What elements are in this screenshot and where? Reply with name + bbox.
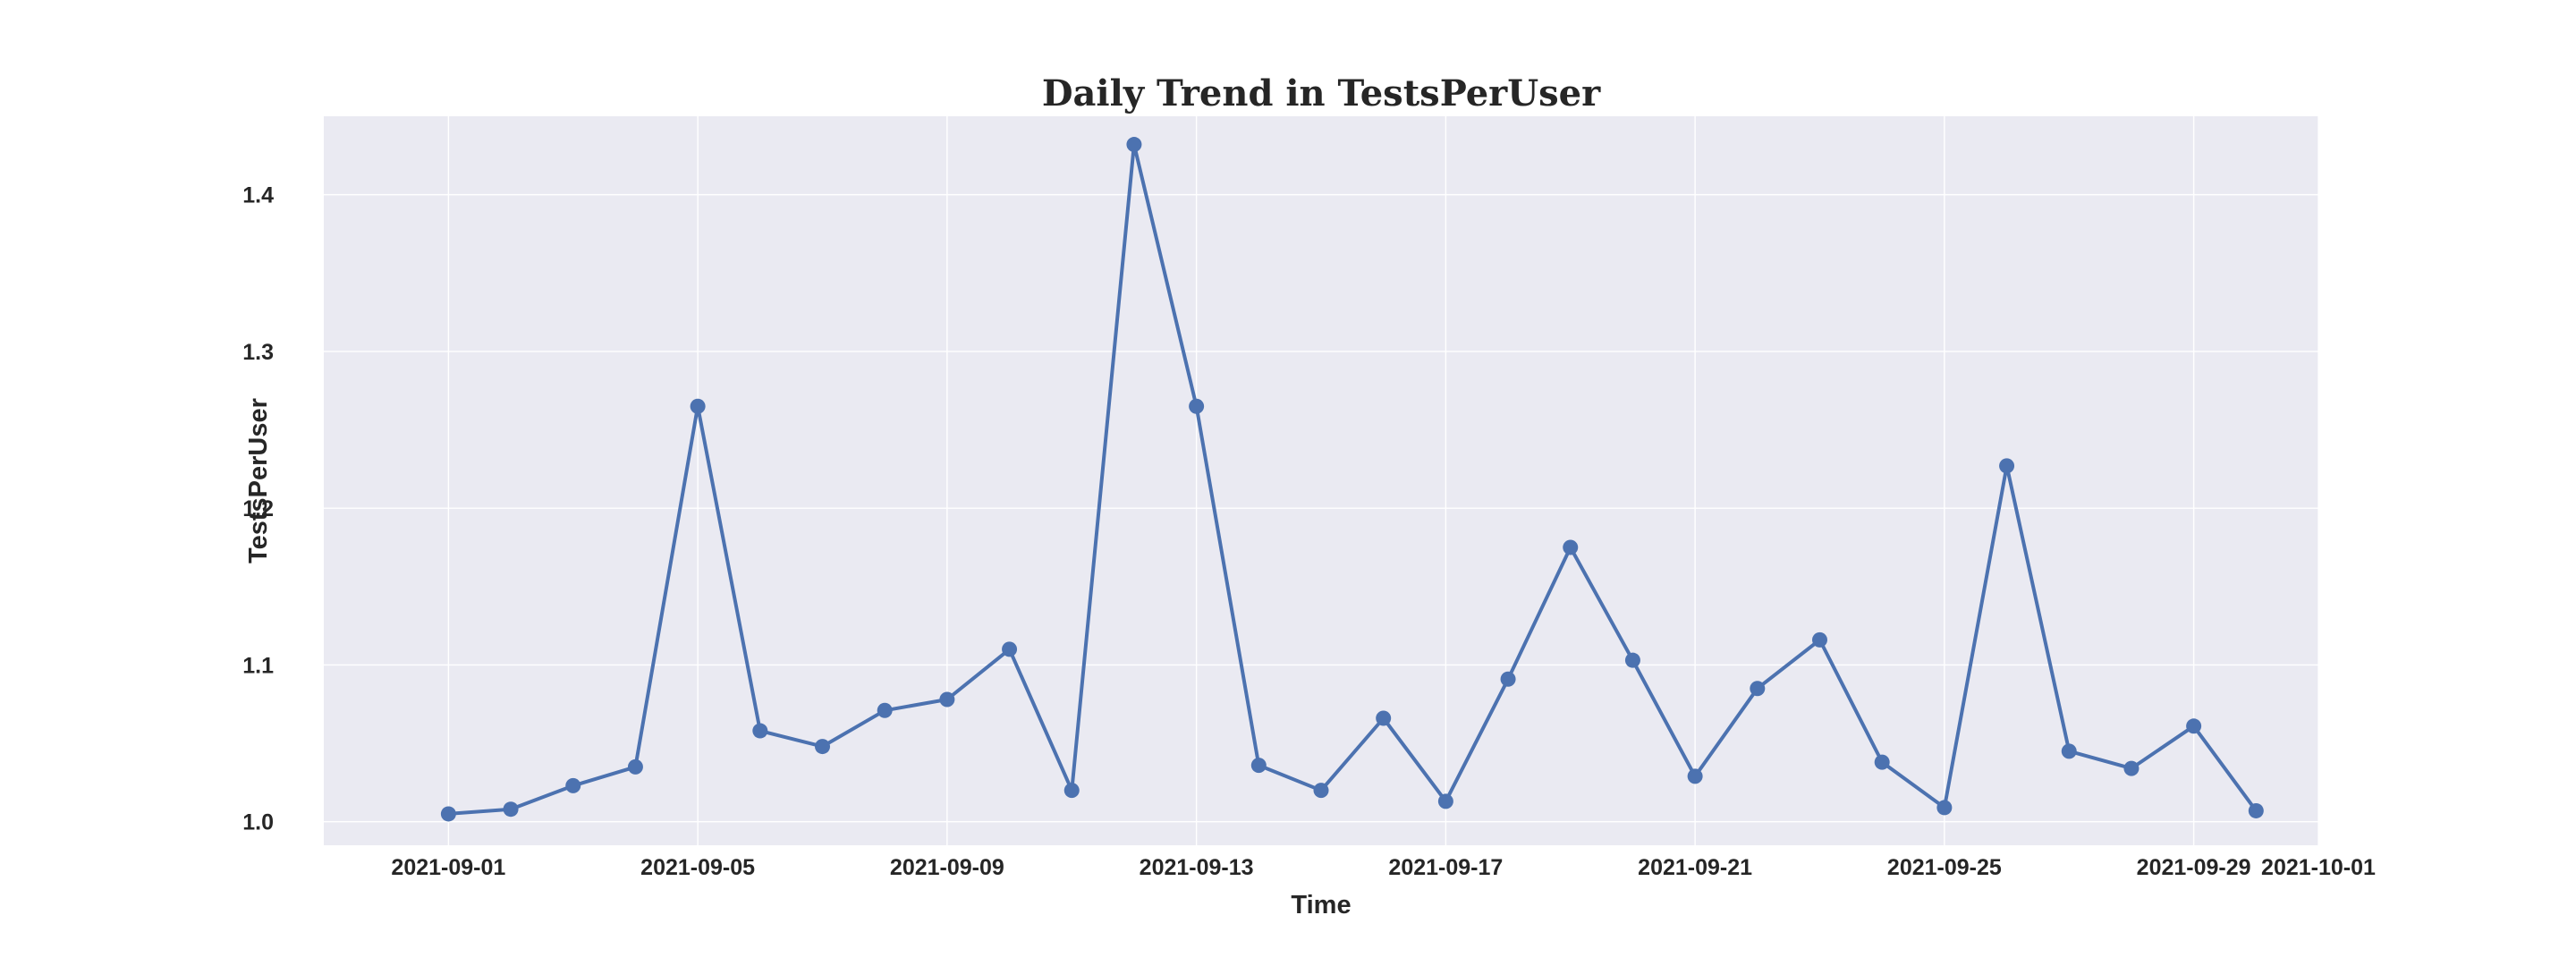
data-point bbox=[1812, 631, 1827, 648]
chart-title: Daily Trend in TestsPerUser bbox=[1042, 72, 1601, 114]
x-tick-label: 2021-09-01 bbox=[391, 855, 505, 880]
data-point bbox=[2123, 760, 2140, 776]
data-point bbox=[1313, 783, 1329, 799]
x-tick-label: 2021-09-25 bbox=[1887, 855, 2002, 880]
x-tick-label: 2021-09-13 bbox=[1140, 855, 1254, 880]
y-axis-label: TestsPerUser bbox=[244, 398, 273, 564]
data-point bbox=[1624, 652, 1640, 668]
data-point bbox=[2186, 718, 2202, 734]
data-point bbox=[1376, 710, 1392, 726]
x-tick-label: 2021-09-05 bbox=[640, 855, 755, 880]
data-point bbox=[2248, 802, 2264, 818]
data-point bbox=[877, 702, 893, 718]
x-axis-ticks: 2021-09-01 2021-09-05 2021-09-09 2021-09-13… bbox=[391, 855, 2376, 880]
data-point bbox=[1687, 768, 1703, 784]
data-point bbox=[1063, 783, 1080, 799]
data-point bbox=[939, 691, 955, 708]
data-point bbox=[627, 758, 643, 775]
y-tick-label: 1.2 bbox=[242, 496, 274, 521]
data-point bbox=[1563, 539, 1579, 555]
grid bbox=[324, 116, 2319, 845]
data-point bbox=[1500, 671, 1516, 687]
x-tick-label: 2021-09-21 bbox=[1638, 855, 1752, 880]
data-point bbox=[815, 739, 830, 755]
data-point bbox=[690, 398, 706, 414]
data-point bbox=[1437, 793, 1453, 809]
data-point bbox=[1999, 458, 2015, 474]
data-point bbox=[1126, 137, 1142, 153]
series-line bbox=[448, 142, 2258, 816]
plot-area bbox=[324, 116, 2318, 845]
data-point bbox=[440, 806, 456, 822]
y-axis-ticks: 1.0 1.1 1.2 1.3 1.4 bbox=[242, 183, 274, 835]
x-tick-label: 2021-09-17 bbox=[1388, 855, 1503, 880]
x-tick-label: 2021-09-29 bbox=[2137, 855, 2251, 880]
data-point bbox=[752, 723, 768, 739]
y-tick-label: 1.0 bbox=[242, 810, 274, 835]
x-tick-label: 2021-10-01 bbox=[2261, 855, 2376, 880]
series-layer bbox=[440, 137, 2264, 822]
data-point bbox=[503, 801, 519, 818]
data-point bbox=[1002, 641, 1018, 657]
data-point bbox=[565, 777, 581, 793]
x-tick-label: 2021-09-09 bbox=[890, 855, 1004, 880]
y-tick-label: 1.1 bbox=[242, 653, 274, 678]
x-axis-label: Time bbox=[1291, 891, 1351, 919]
data-point bbox=[1250, 758, 1267, 774]
y-tick-label: 1.4 bbox=[242, 183, 274, 208]
data-point bbox=[1874, 754, 1890, 770]
data-point bbox=[1189, 398, 1205, 414]
data-point bbox=[1750, 681, 1766, 697]
data-point bbox=[1936, 800, 1953, 816]
data-point bbox=[2061, 743, 2077, 759]
y-tick-label: 1.3 bbox=[242, 340, 274, 365]
